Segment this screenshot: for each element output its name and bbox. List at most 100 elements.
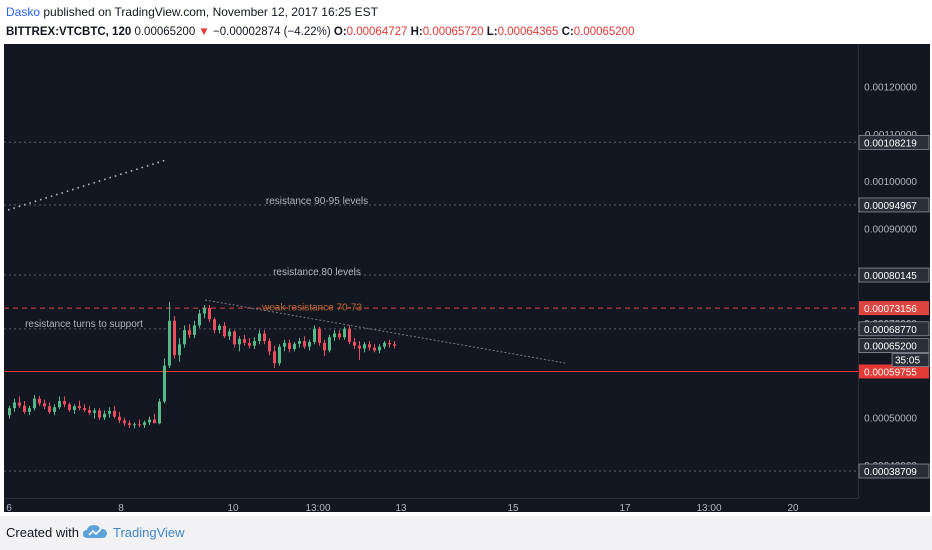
price-tick-label: 0.00090000	[864, 224, 917, 235]
footer-bar: Created with TradingView	[0, 516, 932, 550]
down-arrow-icon: ▼	[198, 26, 210, 38]
last-price-badge	[858, 338, 930, 354]
candle-body	[173, 320, 176, 356]
ohlc-line: BITTREX:VTCBTC, 120 0.00065200 ▼ −0.0000…	[6, 22, 926, 42]
candle-body	[208, 307, 211, 320]
publish-line: Dasko published on TradingView.com, Nove…	[6, 2, 926, 22]
close-value: 0.00065200	[573, 26, 635, 38]
candle-body	[58, 401, 61, 408]
candle-body	[388, 342, 391, 345]
candle-body	[148, 419, 151, 423]
high-label: H:	[410, 26, 423, 38]
symbol-label: BITTREX:VTCBTC, 120	[6, 26, 132, 38]
candle-body	[78, 406, 81, 409]
candle-body	[328, 337, 331, 351]
candle-body	[218, 325, 221, 331]
level-price-label: 0.00080145	[864, 271, 917, 282]
candle-body	[143, 422, 146, 426]
level-price-badge	[858, 267, 930, 283]
candle-body	[128, 423, 131, 426]
candle-body	[43, 403, 46, 407]
created-with-text: Created with	[6, 525, 79, 540]
candle-body	[193, 325, 196, 335]
time-tick-label: 15	[507, 503, 519, 514]
time-tick-label: 6	[6, 503, 12, 514]
time-tick-label: 10	[227, 503, 239, 514]
candle-body	[38, 398, 41, 404]
candle-body	[13, 402, 16, 409]
candle-body	[23, 405, 26, 412]
descending-trendline	[204, 299, 566, 364]
level-price-badge	[858, 134, 930, 150]
candle-body	[323, 342, 326, 351]
candle-body	[133, 424, 136, 426]
publish-info: published on TradingView.com, November 1…	[43, 5, 379, 19]
candle-body	[238, 339, 241, 345]
candle-body	[248, 342, 251, 346]
price-chart[interactable]: resistance 90-95 levels resistance 80 lev…	[0, 42, 932, 514]
candle-body	[313, 328, 316, 342]
tradingview-cloud-icon[interactable]	[82, 523, 108, 541]
candle-body	[233, 331, 236, 345]
candle-body	[18, 402, 21, 406]
low-label: L:	[486, 26, 498, 38]
candle-body	[33, 398, 36, 409]
candle-body	[293, 343, 296, 350]
candle-body	[253, 340, 256, 346]
candle-body	[158, 401, 161, 424]
high-value: 0.00065720	[422, 26, 484, 38]
candle-body	[68, 404, 71, 411]
candle-body	[353, 341, 356, 346]
candle-body	[303, 340, 306, 347]
candle-body	[103, 413, 106, 418]
candle-body	[98, 410, 101, 418]
countdown-label: 35:05	[895, 356, 920, 367]
tradingview-link[interactable]: TradingView	[113, 525, 185, 540]
candle-body	[348, 328, 351, 342]
last-price: 0.00065200	[134, 26, 196, 38]
price-change: −0.00002874 (−4.22%)	[213, 26, 331, 38]
low-value: 0.00064365	[497, 26, 559, 38]
candle-body	[338, 333, 341, 338]
candle-body	[178, 344, 181, 356]
candle-body	[378, 346, 381, 351]
candle-body	[8, 408, 11, 416]
candle-body	[138, 424, 141, 426]
open-label: O:	[333, 26, 347, 38]
candle-body	[183, 330, 186, 345]
level-price-label: 0.00073156	[864, 304, 917, 315]
candle-body	[203, 307, 206, 314]
candle-body	[153, 419, 156, 424]
candle-body	[263, 333, 266, 341]
price-tick-label: 0.00100000	[864, 177, 917, 188]
chart-annotation: resistance 90-95 levels	[266, 196, 368, 207]
author-link[interactable]: Dasko	[6, 5, 41, 19]
candle-body	[228, 331, 231, 337]
time-tick-label: 13:00	[696, 503, 721, 514]
level-price-badge	[858, 321, 930, 337]
candle-body	[288, 342, 291, 350]
level-price-label: 0.00108219	[864, 138, 917, 149]
chart-header: Dasko published on TradingView.com, Nove…	[6, 2, 926, 42]
candle-body	[278, 346, 281, 364]
level-price-badge	[859, 301, 929, 316]
candle-body	[273, 351, 276, 364]
candle-body	[343, 328, 346, 338]
time-tick-label: 13:00	[305, 503, 330, 514]
candle-body	[93, 410, 96, 413]
candle-body	[308, 341, 311, 347]
candle-body	[113, 410, 116, 417]
level-price-badge	[858, 463, 930, 479]
candle-body	[188, 330, 191, 335]
chart-annotation: weak resistance 70-73	[261, 302, 362, 313]
candle-body	[48, 406, 51, 412]
countdown-badge	[891, 353, 930, 368]
candle-body	[283, 342, 286, 347]
level-price-label: 0.00038709	[864, 467, 917, 478]
level-price-label: 0.00094967	[864, 201, 917, 212]
level-price-badge	[858, 197, 930, 213]
candle-body	[108, 410, 111, 414]
candle-body	[118, 416, 121, 421]
chart-annotation: resistance turns to support	[25, 319, 143, 330]
candle-body	[258, 333, 261, 341]
